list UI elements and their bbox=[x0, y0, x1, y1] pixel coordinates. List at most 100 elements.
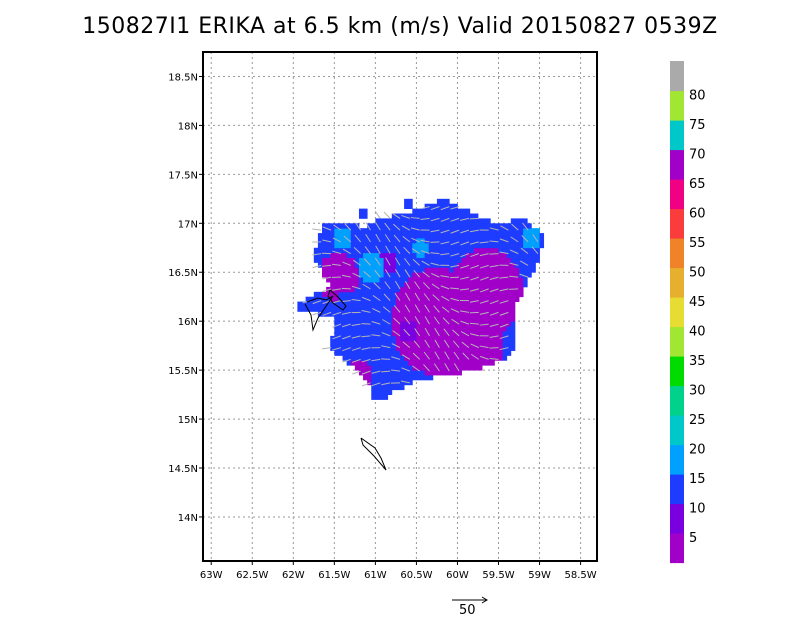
field-cell bbox=[350, 262, 356, 268]
field-cell bbox=[432, 233, 438, 239]
field-cell bbox=[461, 262, 467, 268]
field-cell bbox=[383, 316, 389, 322]
wind-vector bbox=[372, 295, 381, 302]
field-cell bbox=[367, 291, 372, 298]
field-cell bbox=[346, 228, 352, 234]
field-cell bbox=[432, 208, 438, 214]
field-cell bbox=[428, 296, 434, 303]
wind-vector bbox=[470, 264, 479, 269]
field-cell bbox=[482, 321, 487, 327]
field-cell bbox=[424, 208, 430, 214]
field-cell bbox=[514, 252, 520, 258]
field-cell bbox=[346, 267, 352, 273]
field-cell bbox=[428, 326, 434, 332]
field-cell bbox=[395, 233, 401, 239]
field-cell bbox=[465, 252, 471, 258]
field-cell bbox=[506, 286, 512, 293]
field-cell bbox=[297, 301, 302, 307]
field-cell bbox=[469, 286, 475, 293]
field-cell bbox=[330, 257, 335, 263]
wind-vector bbox=[511, 223, 519, 231]
field-cell bbox=[371, 375, 376, 381]
field-cell bbox=[379, 379, 384, 386]
field-cell bbox=[301, 306, 307, 312]
wind-vector bbox=[341, 311, 351, 315]
field-cell bbox=[367, 296, 372, 303]
field-cell bbox=[317, 247, 323, 254]
field-cell bbox=[428, 321, 434, 327]
field-cell bbox=[486, 326, 491, 332]
field-cell bbox=[342, 233, 348, 239]
field-cell bbox=[486, 316, 491, 322]
field-cell bbox=[461, 365, 467, 371]
field-cell bbox=[330, 345, 335, 351]
wind-vector bbox=[373, 282, 381, 290]
wind-vector bbox=[460, 217, 470, 221]
field-cell bbox=[400, 233, 405, 239]
field-cell bbox=[412, 208, 417, 214]
field-cell bbox=[441, 355, 446, 361]
wind-vector bbox=[331, 263, 341, 266]
island-st-vincent bbox=[360, 437, 387, 471]
wind-vectors bbox=[302, 206, 539, 387]
wind-vector bbox=[394, 292, 401, 301]
field-cell bbox=[375, 394, 380, 400]
colorbar-segment bbox=[670, 120, 684, 151]
field-cell bbox=[371, 228, 376, 234]
field-cell bbox=[313, 257, 319, 263]
field-cell bbox=[436, 257, 442, 263]
field-cell bbox=[358, 277, 364, 283]
field-cell bbox=[313, 296, 319, 303]
field-cell bbox=[461, 355, 467, 361]
field-cell bbox=[379, 291, 384, 298]
field-cell bbox=[346, 233, 352, 239]
field-cell bbox=[395, 335, 401, 342]
field-cell bbox=[371, 330, 376, 337]
field-cell bbox=[379, 223, 384, 229]
field-cell bbox=[408, 335, 413, 342]
field-cell bbox=[486, 277, 491, 283]
field-cell bbox=[322, 267, 327, 273]
wind-vector bbox=[374, 257, 381, 266]
field-cell bbox=[346, 277, 352, 283]
wind-vector bbox=[499, 251, 509, 255]
x-tick-label: 63W bbox=[200, 570, 223, 581]
field-cell bbox=[358, 311, 364, 317]
field-cell bbox=[457, 286, 462, 293]
field-cell bbox=[383, 247, 389, 254]
field-cell bbox=[358, 350, 364, 356]
field-cell bbox=[338, 267, 343, 273]
field-cell bbox=[330, 228, 335, 234]
field-cell bbox=[395, 257, 401, 263]
wind-vector bbox=[470, 276, 479, 281]
field-cell bbox=[461, 272, 467, 278]
field-cell bbox=[441, 203, 446, 210]
field-cell bbox=[461, 218, 467, 224]
field-cell bbox=[317, 296, 323, 303]
field-cell bbox=[506, 301, 512, 307]
field-cell bbox=[428, 335, 434, 342]
field-cell bbox=[482, 252, 487, 258]
field-cell bbox=[338, 282, 343, 288]
field-cell bbox=[404, 326, 409, 332]
wind-vector bbox=[322, 276, 332, 280]
field-cell bbox=[383, 370, 389, 376]
field-cell bbox=[330, 301, 335, 307]
field-cell bbox=[465, 242, 471, 249]
wind-vector bbox=[322, 311, 332, 316]
field-cell bbox=[363, 262, 368, 268]
wind-vector bbox=[479, 323, 489, 326]
field-cell bbox=[354, 277, 360, 283]
field-cell bbox=[379, 335, 384, 342]
field-cell bbox=[383, 296, 389, 303]
field-cell bbox=[379, 389, 384, 395]
field-cell bbox=[490, 316, 495, 322]
field-cell bbox=[469, 345, 475, 351]
field-cell bbox=[457, 350, 462, 356]
field-cell bbox=[498, 296, 504, 303]
wind-vector bbox=[479, 300, 489, 304]
field-cell bbox=[416, 223, 421, 229]
field-cell bbox=[416, 326, 421, 332]
field-cell bbox=[404, 267, 409, 273]
field-cell bbox=[428, 223, 434, 229]
